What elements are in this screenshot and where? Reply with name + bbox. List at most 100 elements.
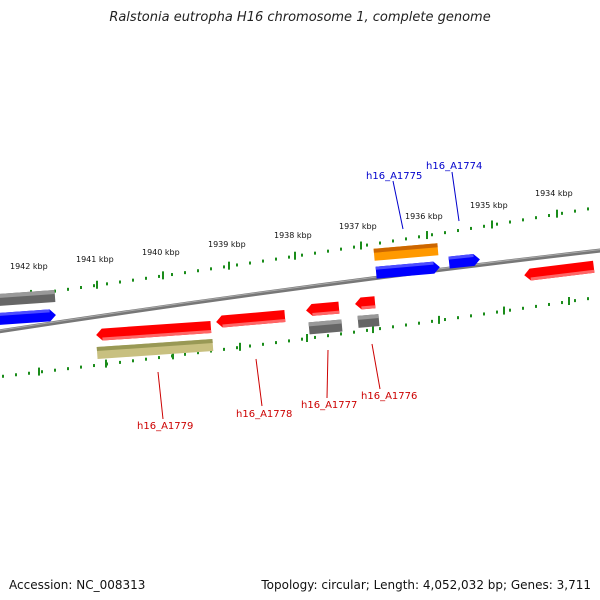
leader-h16_A1778 [255, 358, 263, 407]
outer-major-tick [360, 241, 362, 250]
inner-minor-tick [28, 371, 30, 375]
outer-minor-tick [145, 276, 147, 280]
outer-minor-tick [574, 209, 576, 213]
inner-minor-tick [93, 364, 95, 368]
outer-minor-tick [275, 257, 277, 261]
outer-minor-tick [132, 278, 134, 282]
feature-red-h16_A1776[interactable] [355, 296, 376, 310]
inner-minor-tick [301, 337, 303, 341]
feature-red-h16_A1777[interactable] [306, 301, 340, 317]
feature-blue-left[interactable] [0, 309, 56, 326]
feature-red-right[interactable] [524, 260, 595, 281]
outer-minor-tick [54, 289, 56, 293]
outer-minor-tick [197, 269, 199, 273]
inner-major-tick [239, 342, 241, 351]
inner-major-tick [38, 367, 40, 376]
inner-minor-tick [67, 367, 69, 371]
gene-label-h16_A1777[interactable]: h16_A1777 [301, 400, 357, 411]
feature-red-h16_A1779[interactable] [96, 320, 212, 341]
inner-minor-tick [509, 308, 511, 312]
leader-h16_A1775 [392, 180, 404, 230]
gene-label-h16_A1778[interactable]: h16_A1778 [236, 409, 292, 420]
inner-minor-tick [275, 341, 277, 345]
inner-minor-tick [327, 334, 329, 338]
inner-minor-tick [574, 299, 576, 303]
inner-minor-tick [587, 297, 589, 301]
inner-major-tick [105, 359, 107, 368]
gene-label-h16_A1774[interactable]: h16_A1774 [426, 161, 482, 172]
inner-minor-tick [353, 330, 355, 334]
inner-minor-tick [41, 370, 43, 374]
chromosome-backbone-highlight [0, 249, 600, 331]
outer-minor-tick [587, 207, 589, 211]
gene-label-h16_A1779[interactable]: h16_A1779 [137, 421, 193, 432]
outer-minor-tick [522, 218, 524, 222]
gene-label-h16_A1776[interactable]: h16_A1776 [361, 391, 417, 402]
inner-major-tick [438, 315, 440, 324]
inner-minor-tick [522, 306, 524, 310]
outer-major-tick [228, 261, 230, 270]
inner-minor-tick [457, 316, 459, 320]
topology-text: Topology: circular; Length: 4,052,032 bp… [261, 578, 591, 592]
feature-red-h16_A1778[interactable] [216, 310, 286, 328]
inner-minor-tick [483, 312, 485, 316]
outer-minor-tick [535, 216, 537, 220]
inner-minor-tick [249, 344, 251, 348]
outer-minor-tick [327, 249, 329, 253]
outer-minor-tick [262, 259, 264, 263]
inner-minor-tick [2, 374, 4, 378]
outer-minor-tick [483, 224, 485, 228]
outer-major-tick [162, 271, 164, 280]
feature-grey-h16_A1777[interactable] [308, 319, 343, 335]
outer-minor-tick [301, 253, 303, 257]
outer-minor-tick [171, 273, 173, 277]
feature-orange-h16_A1775[interactable] [373, 243, 439, 261]
inner-minor-tick [366, 328, 368, 332]
feature-grey-h16_A1776[interactable] [357, 314, 380, 328]
outer-minor-tick [353, 245, 355, 249]
leader-h16_A1779 [157, 371, 164, 420]
inner-major-tick [172, 351, 174, 360]
outer-minor-tick [249, 261, 251, 265]
outer-minor-tick [405, 237, 407, 241]
inner-minor-tick [54, 368, 56, 372]
outer-minor-tick [470, 226, 472, 230]
outer-minor-tick [106, 282, 108, 286]
inner-minor-tick [340, 332, 342, 336]
inner-major-tick [306, 334, 308, 343]
inner-minor-tick [197, 351, 199, 355]
inner-minor-tick [145, 357, 147, 361]
feature-grey-left-top[interactable] [0, 290, 56, 307]
inner-minor-tick [132, 359, 134, 363]
chromosome-backbone [0, 248, 600, 334]
outer-minor-tick [184, 271, 186, 275]
outer-major-tick [294, 251, 296, 260]
feature-blue-h16_A1775[interactable] [375, 261, 441, 279]
tick-label-1934: 1934 kbp [535, 189, 573, 198]
feature-blue-h16_A1774[interactable] [448, 253, 480, 269]
outer-minor-tick [444, 231, 446, 235]
map-title: Ralstonia eutropha H16 chromosome 1, com… [109, 10, 491, 25]
leader-h16_A1774 [451, 171, 460, 222]
outer-minor-tick [288, 255, 290, 259]
outer-minor-tick [496, 222, 498, 226]
inner-minor-tick [405, 323, 407, 327]
inner-minor-tick [431, 319, 433, 323]
outer-minor-tick [67, 287, 69, 291]
outer-minor-tick [548, 214, 550, 218]
tick-label-1936: 1936 kbp [405, 212, 443, 221]
inner-minor-tick [80, 365, 82, 369]
gene-label-h16_A1775[interactable]: h16_A1775 [366, 171, 422, 182]
inner-minor-tick [418, 321, 420, 325]
inner-minor-tick [392, 325, 394, 329]
accession-text: Accession: NC_008313 [9, 578, 146, 592]
outer-minor-tick [314, 251, 316, 255]
inner-minor-tick [158, 356, 160, 360]
tick-label-1942: 1942 kbp [10, 262, 48, 271]
inner-minor-tick [262, 342, 264, 346]
inner-minor-tick [15, 373, 17, 377]
inner-minor-tick [444, 318, 446, 322]
inner-minor-tick [288, 339, 290, 343]
feature-khaki-h16_A1779[interactable] [96, 338, 214, 360]
outer-major-tick [491, 220, 493, 229]
